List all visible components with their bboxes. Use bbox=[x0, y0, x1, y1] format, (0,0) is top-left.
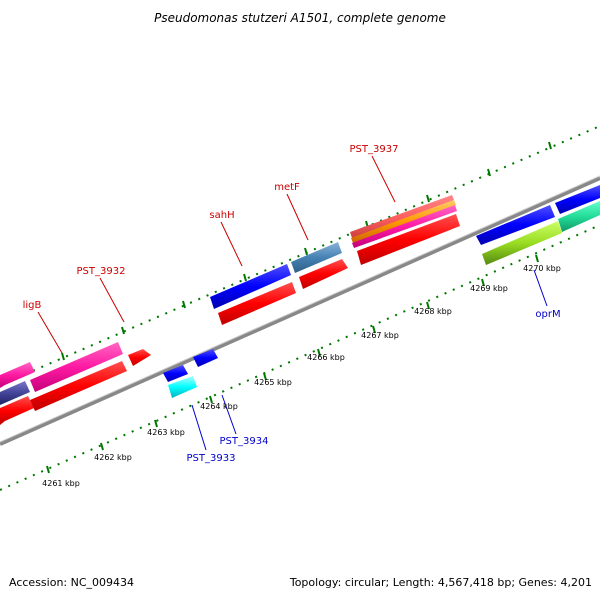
inner-major-ticks bbox=[46, 254, 539, 474]
tick-label-4269: 4269 kbp bbox=[470, 284, 508, 293]
top-label-leaders bbox=[37, 155, 396, 354]
bottom-label-leaders bbox=[191, 269, 548, 451]
gene-right-blue-1[interactable] bbox=[476, 205, 555, 245]
gene-sahH-red[interactable] bbox=[218, 282, 296, 325]
genome-summary-text: Topology: circular; Length: 4,567,418 bp… bbox=[289, 576, 592, 589]
tick-label-4263: 4263 kbp bbox=[147, 428, 185, 437]
tick-label-4265: 4265 kbp bbox=[254, 378, 292, 387]
tick-label-4267: 4267 kbp bbox=[361, 331, 399, 340]
gene-label-sahH[interactable]: sahH bbox=[209, 210, 234, 221]
genome-backbone-highlight bbox=[0, 175, 600, 443]
gene-label-PST_3934[interactable]: PST_3934 bbox=[220, 436, 269, 447]
genome-backbone bbox=[0, 176, 600, 446]
gene-label-PST_3937[interactable]: PST_3937 bbox=[350, 144, 399, 155]
gene-label-oprM[interactable]: oprM bbox=[535, 309, 560, 320]
gene-right-blue-2[interactable] bbox=[555, 185, 600, 214]
tick-label-4262: 4262 kbp bbox=[94, 453, 132, 462]
gene-PST_3933-cyan[interactable] bbox=[168, 376, 197, 398]
gene-ligB-arrow[interactable] bbox=[0, 362, 35, 405]
tick-label-4261: 4261 kbp bbox=[42, 479, 80, 488]
accession-text: Accession: NC_009434 bbox=[9, 576, 134, 589]
gene-oprM-teal[interactable] bbox=[558, 201, 600, 232]
gene-PST_3932-red[interactable] bbox=[30, 361, 127, 411]
outer-major-ticks bbox=[61, 141, 552, 361]
gene-label-metF[interactable]: metF bbox=[274, 182, 300, 193]
gene-metF-red[interactable] bbox=[299, 259, 348, 289]
tick-label-4270: 4270 kbp bbox=[523, 264, 561, 273]
gene-label-ligB[interactable]: ligB bbox=[23, 300, 42, 311]
gene-PST_3933-blue[interactable] bbox=[163, 365, 188, 382]
outer-dotted-ring bbox=[0, 125, 600, 386]
gene-oprM-lime[interactable] bbox=[482, 221, 562, 265]
gene-PST_3932-pink[interactable] bbox=[30, 342, 123, 392]
gene-ligB-red-block[interactable] bbox=[0, 396, 34, 425]
gene-label-PST_3933[interactable]: PST_3933 bbox=[187, 453, 236, 464]
tick-label-4266: 4266 kbp bbox=[307, 353, 345, 362]
map-title: Pseudomonas stutzeri A1501, complete gen… bbox=[154, 11, 446, 25]
inner-dotted-ring bbox=[0, 224, 600, 491]
gene-PST_3937-red[interactable] bbox=[357, 214, 460, 265]
gene-label-PST_3932[interactable]: PST_3932 bbox=[77, 266, 126, 277]
gene-small-red[interactable] bbox=[128, 349, 151, 366]
gene-metF-steel[interactable] bbox=[291, 242, 342, 273]
tick-label-4268: 4268 kbp bbox=[414, 307, 452, 316]
gene-sahH-blue[interactable] bbox=[210, 264, 291, 309]
gene-PST_3937-stack[interactable] bbox=[350, 195, 457, 248]
gene-PST_3934-blue[interactable] bbox=[193, 349, 218, 367]
tick-label-4264: 4264 kbp bbox=[200, 402, 238, 411]
